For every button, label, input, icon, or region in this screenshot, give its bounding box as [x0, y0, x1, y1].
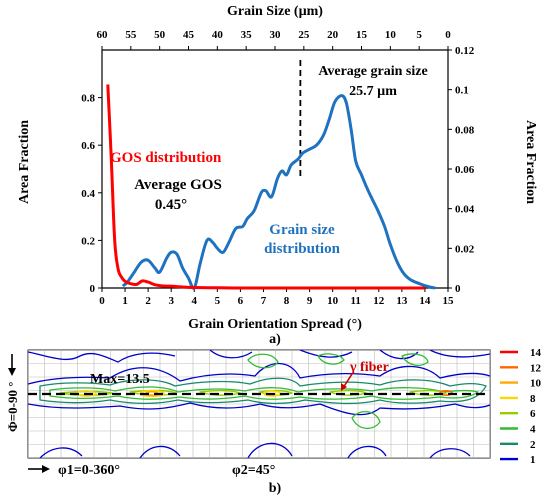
y-tick-label: 0.6 — [81, 140, 95, 152]
x2-tick-label: 30 — [270, 29, 282, 41]
annotation-distribution: distribution — [264, 241, 341, 257]
x2-tick-label: 50 — [154, 29, 166, 41]
x-tick-label: 11 — [351, 295, 361, 307]
legend-label: 4 — [530, 424, 536, 436]
contour-level-4 — [49, 386, 479, 400]
y2-tick-label: 0 — [455, 283, 461, 295]
y2-tick-label: 0.08 — [455, 124, 475, 136]
legend-label: 6 — [530, 408, 536, 420]
annotation-grain-size: Grain size — [269, 222, 335, 238]
fiber-arrow-head — [341, 383, 347, 391]
contour-legend: 14 12 10 8 6 4 2 1 — [500, 347, 542, 466]
fiber-label: γ fiber — [349, 360, 389, 375]
contour-level-4-bottom — [351, 411, 381, 429]
x-tick-label: 14 — [419, 295, 431, 307]
x2-tick-label: 15 — [356, 29, 368, 41]
x-tick-label: 0 — [99, 295, 105, 307]
x-tick-label: 5 — [215, 295, 221, 307]
x-tick-label: 6 — [238, 295, 244, 307]
x-axis-label: Grain Orientation Spread (°) — [188, 317, 362, 332]
x2-axis-label: Grain Size (µm) — [227, 4, 323, 19]
annotation-gos-distribution: GOS distribution — [110, 150, 222, 166]
x2-tick-label: 0 — [445, 29, 451, 41]
odf-section-map — [27, 349, 491, 459]
x-tick-label: 7 — [261, 295, 267, 307]
y2-tick-label: 0.02 — [455, 243, 475, 255]
annotation-average-grain-size-value: 25.7 µm — [349, 84, 397, 99]
series-gos — [106, 84, 425, 290]
annotation-average-grain-size: Average grain size — [318, 64, 427, 79]
contour-level-4-top — [247, 353, 429, 369]
x-tick-label: 4 — [192, 295, 198, 307]
y-tick-label: 0.2 — [81, 235, 95, 247]
annotation-average-gos-value: 0.45° — [155, 197, 187, 213]
contour-level-1-lower — [28, 402, 490, 416]
y-tick-label: 0 — [90, 283, 96, 295]
annotation-average-gos: Average GOS — [134, 177, 222, 193]
legend-label: 8 — [530, 393, 536, 405]
x-tick-label: 3 — [168, 295, 174, 307]
x-tick-label: 12 — [373, 295, 385, 307]
contour-level-1-top — [28, 350, 490, 363]
y2-tick-label: 0.06 — [455, 164, 475, 176]
x2-tick-label: 35 — [241, 29, 253, 41]
phi1-axis-label: φ1=0-360° — [58, 463, 120, 478]
legend-label: 14 — [530, 347, 542, 359]
panel-label-b: b) — [269, 481, 282, 496]
y-axis-label: Area Fraction — [17, 120, 32, 204]
phi2-section-label: φ2=45° — [232, 463, 275, 478]
x-tick-label: 13 — [396, 295, 408, 307]
x-tick-label: 9 — [307, 295, 313, 307]
y2-tick-label: 0.1 — [455, 85, 469, 97]
phi-axis-label: Φ=0-90 ° — [5, 382, 20, 432]
x2-tick-label: 45 — [183, 29, 195, 41]
y2-tick-label: 0.04 — [455, 204, 475, 216]
x-tick-label: 15 — [443, 295, 455, 307]
legend-label: 1 — [530, 454, 536, 466]
y-tick-label: 0.8 — [81, 93, 95, 105]
contour-level-1-bottom — [39, 442, 471, 458]
y-tick-label: 0.4 — [81, 188, 95, 200]
legend-label: 10 — [530, 378, 542, 390]
x2-tick-label: 25 — [298, 29, 310, 41]
x2-tick-label: 60 — [97, 29, 109, 41]
x2-tick-label: 55 — [125, 29, 137, 41]
y2-axis-label: Area Fraction — [523, 120, 538, 204]
x-tick-label: 10 — [327, 295, 339, 307]
panel-label-a: a) — [269, 332, 281, 347]
contour-level-2 — [39, 377, 487, 405]
y2-tick-label: 0.12 — [455, 45, 475, 57]
x2-tick-label: 5 — [416, 29, 422, 41]
x2-tick-label: 20 — [327, 29, 339, 41]
legend-label: 12 — [530, 362, 542, 374]
series-grain-size — [121, 94, 436, 290]
x2-tick-label: 10 — [385, 29, 397, 41]
x2-tick-label: 40 — [212, 29, 224, 41]
phi-arrow-head — [8, 368, 16, 376]
x-tick-label: 1 — [122, 295, 128, 307]
contour-level-1 — [28, 363, 490, 385]
max-label: Max=13.5 — [90, 372, 150, 387]
phi1-arrow-head — [42, 465, 50, 473]
x-tick-label: 2 — [145, 295, 151, 307]
x-tick-label: 8 — [284, 295, 290, 307]
legend-label: 2 — [530, 439, 536, 451]
